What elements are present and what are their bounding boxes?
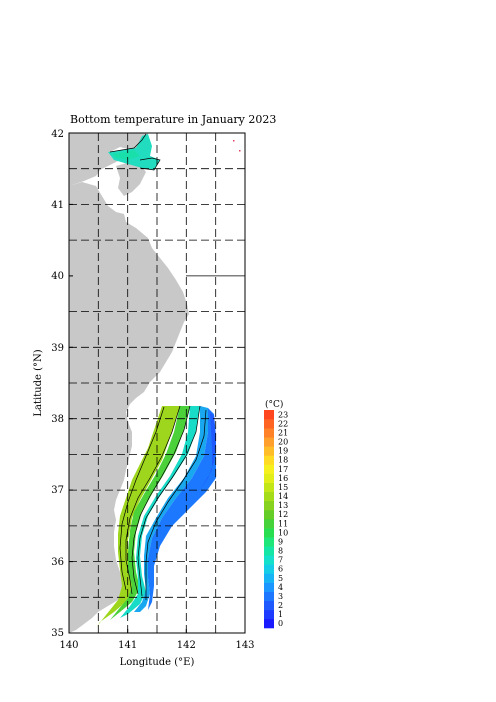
marker	[239, 150, 241, 152]
y-tick-label: 41	[51, 200, 64, 211]
colorbar-swatch	[264, 564, 274, 574]
colorbar-swatch	[264, 555, 274, 565]
colorbar-swatch	[264, 519, 274, 529]
field-band-lightblue	[134, 406, 208, 612]
field-band-cyan	[120, 406, 200, 618]
marker	[233, 140, 235, 142]
colorbar-swatch	[264, 573, 274, 583]
colorbar-label: 13	[278, 501, 288, 510]
colorbar-swatch	[264, 428, 274, 438]
colorbar-label: 4	[278, 583, 283, 592]
colorbar-label: 7	[278, 556, 283, 565]
colorbar-label: 11	[278, 519, 288, 528]
x-tick-labels: 140 141 142 143	[59, 640, 254, 651]
colorbar-swatch	[264, 491, 274, 502]
field-outer-deep	[200, 412, 216, 490]
y-tick-label: 38	[51, 414, 64, 425]
y-axis-label: Latitude (°N)	[33, 349, 44, 416]
y-tick-label: 42	[51, 129, 64, 140]
x-tick-label: 141	[118, 640, 137, 651]
colorbar-swatch	[264, 437, 274, 447]
small-markers	[233, 140, 241, 152]
y-tick-label: 35	[51, 628, 64, 639]
colorbar-swatch	[264, 582, 274, 592]
colorbar-label: 1	[278, 610, 283, 619]
map-panel	[68, 132, 246, 634]
map-title: Bottom temperature in January 2023	[70, 113, 276, 126]
map-frame	[68, 132, 246, 634]
colorbar-swatch	[264, 528, 274, 538]
colorbar-label: 18	[278, 456, 288, 465]
y-tick-label: 39	[51, 343, 64, 354]
colorbar-swatch	[264, 500, 274, 511]
colorbar-label: 15	[278, 483, 288, 492]
y-tick-label: 36	[51, 557, 64, 568]
colorbar-label: 19	[278, 447, 288, 456]
x-tick-label: 140	[59, 640, 78, 651]
colorbar-swatch	[264, 591, 274, 602]
shimokita-peninsula	[116, 162, 146, 196]
colorbar: (°C) 01234567891011121314151617181920212…	[264, 399, 288, 629]
colorbar-label: 16	[278, 474, 288, 483]
isotherm	[119, 406, 165, 591]
colorbar-unit: (°C)	[265, 399, 283, 410]
isotherm	[131, 405, 191, 595]
colorbar-swatch	[264, 546, 274, 556]
isotherm	[137, 405, 201, 597]
x-axis-label: Longitude (°E)	[120, 657, 195, 668]
colorbar-swatch	[264, 446, 274, 456]
coastline-north	[109, 133, 161, 171]
colorbar-swatch	[264, 473, 274, 483]
field-band-green	[110, 406, 190, 620]
colorbar-label: 0	[278, 619, 283, 628]
colorbar-label: 2	[278, 601, 283, 610]
isotherm	[145, 409, 207, 600]
colorbar-label: 22	[278, 419, 288, 428]
colorbar-swatch	[264, 609, 274, 620]
axis-ticks	[68, 132, 246, 634]
colorbar-label: 6	[278, 565, 283, 574]
graticule	[69, 133, 245, 633]
colorbar-swatch	[264, 600, 274, 611]
colorbar-label: 14	[278, 492, 288, 501]
colorbar-label: 20	[278, 438, 288, 447]
colorbar-label: 3	[278, 592, 283, 601]
colorbar-label: 9	[278, 537, 283, 546]
colorbar-label: 10	[278, 528, 288, 537]
colorbar-swatch	[264, 464, 274, 474]
colorbar-label: 12	[278, 510, 288, 519]
colorbar-swatch	[264, 482, 274, 493]
colorbar-label: 23	[278, 410, 288, 419]
colorbar-swatch	[264, 509, 274, 520]
colorbar-swatch	[264, 455, 274, 465]
colorbar-label: 17	[278, 465, 288, 474]
y-tick-labels: 35 36 37 38 39 40 41 42	[51, 129, 64, 639]
field-north-warm	[112, 150, 140, 160]
colorbar-label: 8	[278, 547, 283, 556]
colorbar-swatch	[264, 419, 274, 429]
colorbar-swatch	[264, 618, 274, 629]
y-tick-label: 37	[51, 485, 64, 496]
x-tick-label: 142	[177, 640, 196, 651]
temperature-field	[96, 133, 216, 628]
colorbar-label: 5	[278, 574, 283, 583]
field-band-deep	[148, 408, 216, 610]
colorbar-swatch	[264, 410, 274, 420]
colorbar-label: 21	[278, 428, 288, 437]
colorbar-swatches	[264, 410, 274, 629]
colorbar-swatch	[264, 537, 274, 547]
x-tick-label: 143	[235, 640, 254, 651]
y-tick-label: 40	[51, 271, 64, 282]
